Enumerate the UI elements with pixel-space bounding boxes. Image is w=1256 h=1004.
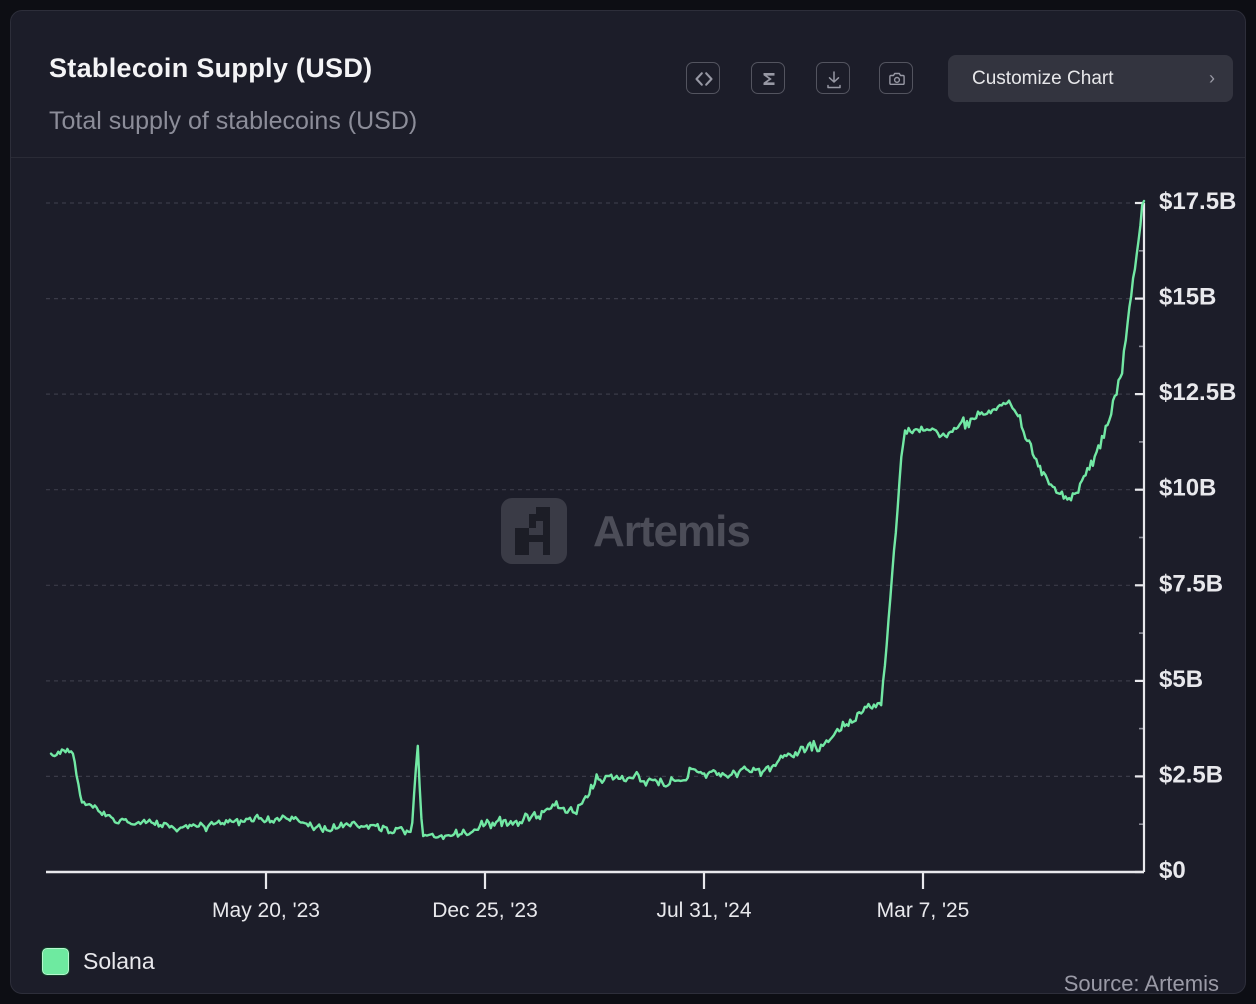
svg-text:Artemis: Artemis — [593, 507, 750, 556]
svg-text:$7.5B: $7.5B — [1159, 570, 1223, 597]
svg-text:$15B: $15B — [1159, 284, 1216, 311]
svg-text:$2.5B: $2.5B — [1159, 761, 1223, 788]
svg-text:May 20, '23: May 20, '23 — [212, 899, 320, 922]
svg-text:Dec 25, '23: Dec 25, '23 — [432, 899, 538, 922]
svg-text:$10B: $10B — [1159, 475, 1216, 502]
svg-text:$12.5B: $12.5B — [1159, 379, 1236, 406]
svg-text:$17.5B: $17.5B — [1159, 188, 1236, 215]
svg-text:Jul 31, '24: Jul 31, '24 — [656, 899, 751, 922]
svg-text:Mar 7, '25: Mar 7, '25 — [877, 899, 970, 922]
svg-text:$5B: $5B — [1159, 666, 1203, 693]
svg-text:$0: $0 — [1159, 857, 1186, 884]
